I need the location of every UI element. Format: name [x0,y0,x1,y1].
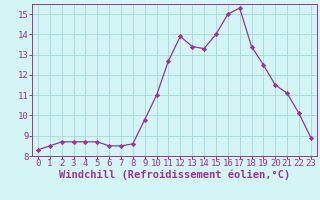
X-axis label: Windchill (Refroidissement éolien,°C): Windchill (Refroidissement éolien,°C) [59,170,290,180]
